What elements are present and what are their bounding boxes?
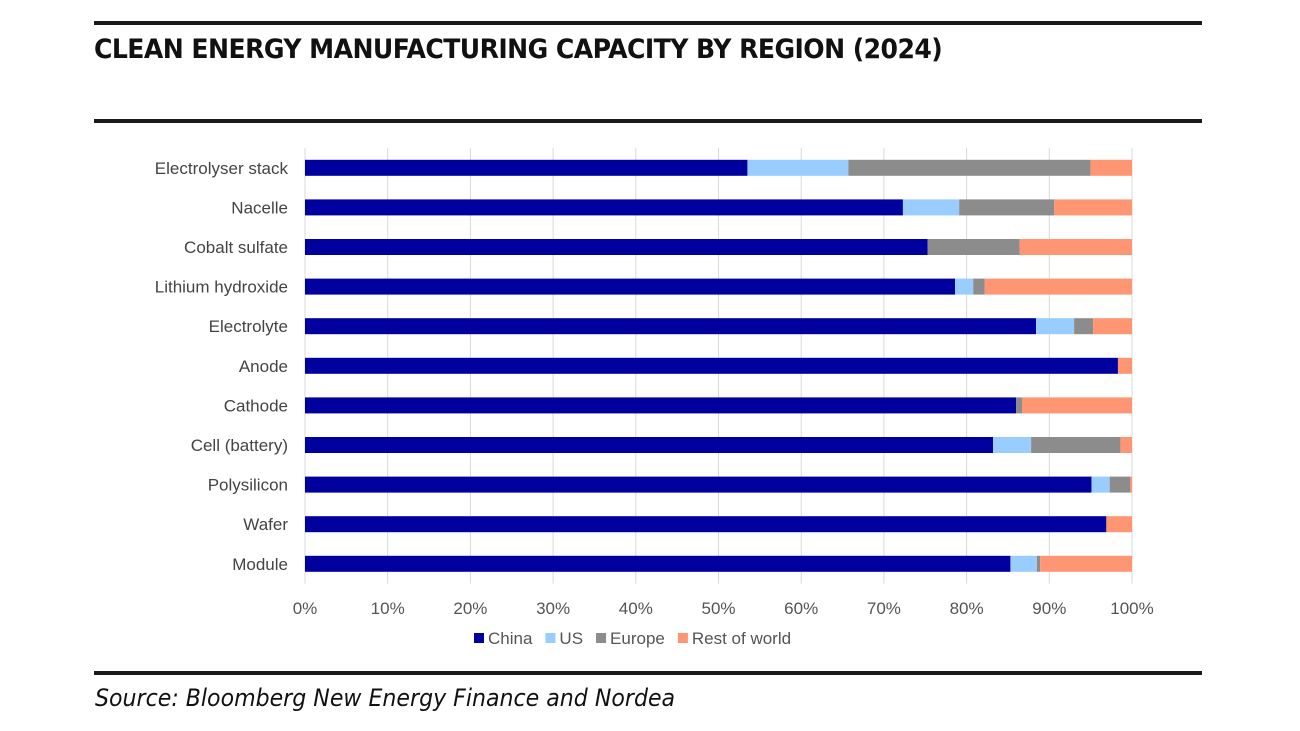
bar-segment-us [1036,318,1075,335]
bar-segment-rest-of-world [1054,199,1132,216]
bar-segment-rest-of-world [1130,476,1132,493]
bar-segment-us [955,278,974,295]
bar-segment-us [902,199,960,216]
bar-segment-rest-of-world [1090,159,1132,176]
legend-label: US [559,629,583,648]
bar-segment-china [305,199,903,216]
legend-label: China [488,629,533,648]
category-label: Cathode [224,396,288,415]
category-label: Lithium hydroxide [155,278,288,297]
x-tick-label: 70% [867,599,901,618]
x-tick-label: 100% [1110,599,1153,618]
bar-segment-us [1091,476,1110,493]
bar-segment-rest-of-world [1093,318,1132,335]
bar-segment-china [305,318,1037,335]
bar-segment-china [305,278,956,295]
bar-segment-china [305,239,928,255]
bars [305,159,1132,572]
legend-label: Rest of world [692,629,791,648]
category-label: Electrolyte [209,317,288,336]
category-label: Electrolyser stack [155,159,289,178]
bar-segment-europe [1036,555,1041,572]
category-label: Anode [239,357,288,376]
legend-label: Europe [610,629,665,648]
category-label: Wafer [243,515,288,534]
bar-segment-china [305,555,1011,572]
bar-segment-rest-of-world [1019,239,1132,255]
bar-segment-europe [959,199,1055,216]
bar-segment-europe [1074,318,1094,335]
bar-segment-rest-of-world [1106,516,1132,533]
category-label: Nacelle [231,198,288,217]
legend-swatch [545,633,556,643]
bar-segment-us [747,159,849,176]
legend-swatch [677,633,688,643]
bar-segment-china [305,516,1107,533]
legend-swatch [474,633,484,643]
bar-segment-europe [1016,397,1023,414]
x-tick-label: 30% [536,599,570,618]
bar-segment-europe [1031,437,1121,453]
x-tick-label: 90% [1032,599,1066,618]
bar-segment-europe [973,278,985,295]
x-tick-label: 80% [950,599,984,618]
bar-segment-china [305,476,1092,493]
x-tick-label: 40% [619,599,653,618]
bar-segment-rest-of-world [984,278,1132,295]
category-labels: Electrolyser stack Nacelle Cobalt sulfate L… [155,159,289,574]
bar-segment-rest-of-world [1120,437,1132,453]
bar-segment-china [305,357,1118,374]
legend: China US Europe Rest of world [474,629,791,648]
bar-segment-rest-of-world [1040,555,1132,572]
x-tick-label: 60% [784,599,818,618]
top-rule [94,21,1202,25]
bar-segment-rest-of-world [1022,397,1132,414]
bar-segment-us [1010,555,1037,572]
bar-segment-china [305,437,994,453]
x-tick-label: 50% [701,599,735,618]
bar-segment-china [305,159,748,176]
bar-segment-europe [927,239,1020,255]
category-label: Module [232,555,288,574]
source-note: Source: Bloomberg New Energy Finance and… [95,684,676,712]
page-title: CLEAN ENERGY MANUFACTURING CAPACITY BY R… [94,34,943,65]
category-label: Polysilicon [208,476,288,495]
x-tick-label: 10% [371,599,405,618]
bar-segment-china [305,397,1017,414]
bar-segment-europe [848,159,1091,176]
category-label: Cobalt sulfate [184,238,288,257]
x-tick-label: 0% [293,599,318,618]
x-tick-labels: 0% 10% 20% 30% 40% 50% 60% 70% 80% 90% 100% [293,599,1154,618]
title-rule [94,119,1202,123]
x-tick-label: 20% [453,599,487,618]
category-label: Cell (battery) [191,436,288,455]
source-rule [94,671,1202,675]
legend-swatch [596,633,607,643]
bar-segment-europe [1109,476,1131,493]
bar-segment-us [993,437,1032,453]
bar-segment-rest-of-world [1117,357,1132,374]
